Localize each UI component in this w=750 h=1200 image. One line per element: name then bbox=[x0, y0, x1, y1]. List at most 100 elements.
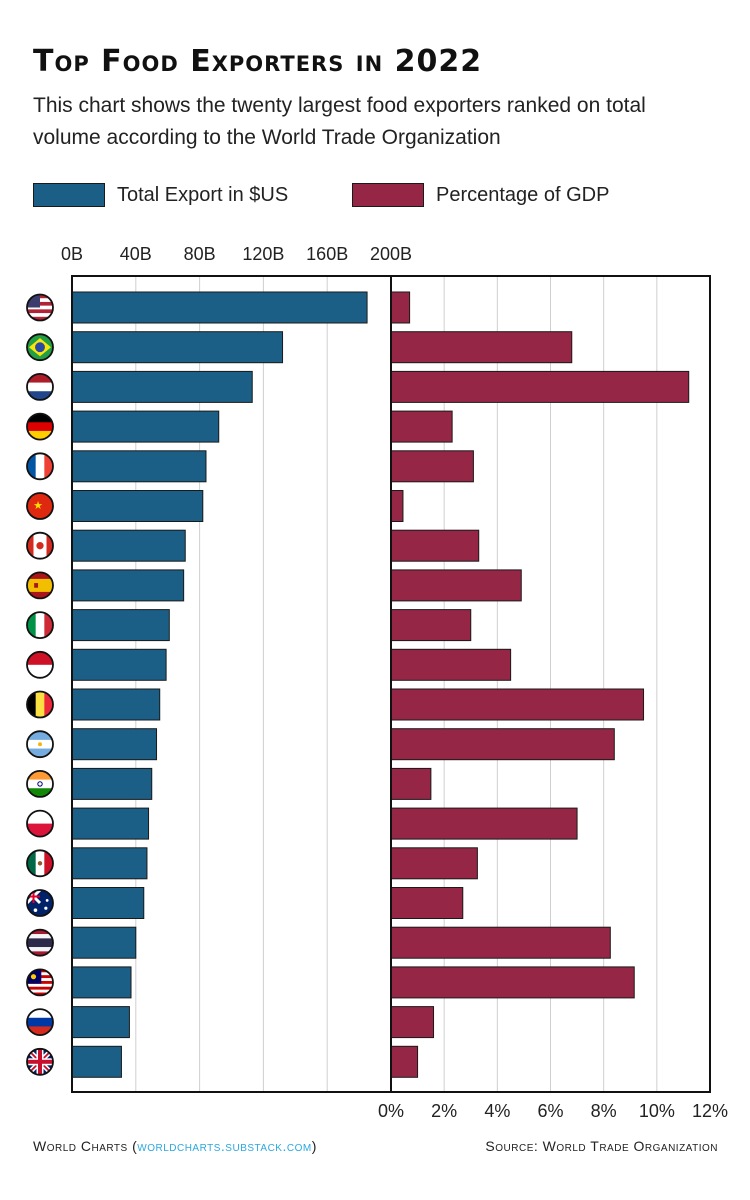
bar-gdp-11 bbox=[390, 728, 615, 761]
france-flag-icon bbox=[27, 453, 53, 480]
bar-gdp-12 bbox=[390, 767, 432, 800]
bar-gdp-14 bbox=[390, 847, 478, 880]
bar-export-6 bbox=[71, 529, 186, 562]
footer-link[interactable]: worldcharts.substack.com bbox=[137, 1138, 312, 1154]
bar-gdp-8 bbox=[390, 609, 472, 642]
legend-swatch-export bbox=[33, 183, 105, 207]
flag-border bbox=[26, 650, 54, 679]
legend-label-export: Total Export in $US bbox=[117, 183, 289, 206]
mexico-flag-icon bbox=[27, 850, 53, 877]
tick-label-gdp: 12% bbox=[692, 1101, 728, 1121]
flag-border bbox=[26, 531, 54, 560]
belgium-flag-icon bbox=[27, 691, 53, 718]
flag-border bbox=[26, 770, 54, 798]
flag-border bbox=[26, 372, 54, 401]
bar-gdp-17 bbox=[390, 966, 635, 999]
bar-gdp-10 bbox=[390, 688, 645, 721]
india-flag-icon bbox=[27, 770, 53, 797]
flag-border bbox=[26, 690, 54, 719]
bar-export-12 bbox=[71, 767, 153, 800]
tick-label-export: 120B bbox=[242, 244, 284, 264]
bar-gdp-1 bbox=[390, 331, 573, 364]
tick-label-gdp: 6% bbox=[537, 1101, 563, 1121]
bar-export-8 bbox=[71, 609, 170, 642]
bar-gdp-13 bbox=[390, 807, 578, 840]
bar-export-3 bbox=[71, 410, 220, 443]
flag-border bbox=[26, 492, 54, 520]
poland-flag-icon bbox=[27, 810, 53, 837]
bar-export-1 bbox=[71, 331, 284, 364]
flag-border bbox=[26, 1008, 54, 1036]
tick-label-export: 160B bbox=[306, 244, 348, 264]
tick-label-export: 200B bbox=[370, 244, 412, 264]
legend-item-gdp: Percentage of GDP bbox=[352, 182, 609, 208]
tick-label-gdp: 0% bbox=[378, 1101, 404, 1121]
bar-export-7 bbox=[71, 569, 185, 602]
bar-export-2 bbox=[71, 370, 253, 403]
thailand-flag-icon bbox=[27, 929, 53, 956]
bar-gdp-2 bbox=[390, 370, 690, 403]
bar-export-9 bbox=[71, 648, 167, 681]
tick-label-gdp: 8% bbox=[591, 1101, 617, 1121]
flag-border bbox=[26, 452, 54, 481]
legend-label-gdp: Percentage of GDP bbox=[436, 183, 610, 206]
bar-export-16 bbox=[71, 926, 137, 959]
spain-flag-icon bbox=[27, 572, 53, 599]
bar-export-13 bbox=[71, 807, 150, 840]
bar-gdp-15 bbox=[390, 887, 464, 919]
tick-label-export: 80B bbox=[184, 244, 216, 264]
bar-export-10 bbox=[71, 688, 161, 721]
legend-swatch-gdp bbox=[352, 183, 424, 207]
indonesia-flag-icon bbox=[27, 651, 53, 678]
bar-gdp-9 bbox=[390, 648, 512, 681]
germany-flag-icon bbox=[27, 413, 53, 440]
footer-brand-close: ) bbox=[311, 1138, 317, 1154]
netherlands-flag-icon bbox=[27, 373, 53, 400]
flag-border bbox=[26, 333, 54, 362]
bar-gdp-18 bbox=[390, 1006, 435, 1039]
flag-border bbox=[26, 889, 54, 917]
flag-border bbox=[26, 730, 54, 759]
flag-border bbox=[26, 293, 54, 322]
flag-border bbox=[26, 968, 54, 997]
flag-border bbox=[26, 849, 54, 878]
russia-flag-icon bbox=[27, 1009, 53, 1036]
bar-gdp-3 bbox=[390, 410, 453, 443]
bar-export-14 bbox=[71, 847, 148, 880]
tick-label-gdp: 2% bbox=[431, 1101, 457, 1121]
bar-gdp-0 bbox=[390, 291, 411, 324]
bar-gdp-16 bbox=[390, 926, 611, 959]
tick-label-export: 0B bbox=[61, 244, 83, 264]
chart-title: Top Food Exporters in 2022 bbox=[33, 44, 483, 79]
legend-item-export: Total Export in $US bbox=[33, 182, 288, 208]
flag-border bbox=[26, 611, 54, 639]
flag-border bbox=[26, 809, 54, 838]
flag-border bbox=[26, 571, 54, 600]
canada-flag-icon bbox=[27, 532, 53, 559]
bar-gdp-4 bbox=[390, 450, 474, 483]
malaysia-flag-icon bbox=[27, 969, 53, 996]
bar-gdp-19 bbox=[390, 1045, 419, 1078]
tick-label-gdp: 10% bbox=[639, 1101, 675, 1121]
tick-label-gdp: 4% bbox=[484, 1101, 510, 1121]
bar-export-18 bbox=[71, 1006, 130, 1039]
flag-border bbox=[26, 412, 54, 441]
bar-export-15 bbox=[71, 887, 145, 919]
bar-gdp-7 bbox=[390, 569, 522, 602]
bar-export-5 bbox=[71, 490, 204, 522]
flag-border bbox=[26, 928, 54, 957]
svg-text:★: ★ bbox=[33, 499, 43, 512]
chart-subtitle: This chart shows the twenty largest food… bbox=[33, 94, 646, 149]
italy-flag-icon bbox=[27, 612, 53, 639]
bar-gdp-5 bbox=[390, 490, 404, 522]
footer-brand-text: World Charts ( bbox=[33, 1138, 138, 1154]
flag-border bbox=[26, 1047, 54, 1076]
argentina-flag-icon bbox=[27, 731, 53, 758]
tick-label-export: 40B bbox=[120, 244, 152, 264]
bar-export-17 bbox=[71, 966, 132, 999]
bar-export-4 bbox=[71, 450, 207, 483]
footer-source: Source: World Trade Organization bbox=[485, 1138, 718, 1154]
footer-brand: World Charts (worldcharts.substack.com) bbox=[33, 1138, 317, 1154]
bar-export-0 bbox=[71, 291, 368, 324]
